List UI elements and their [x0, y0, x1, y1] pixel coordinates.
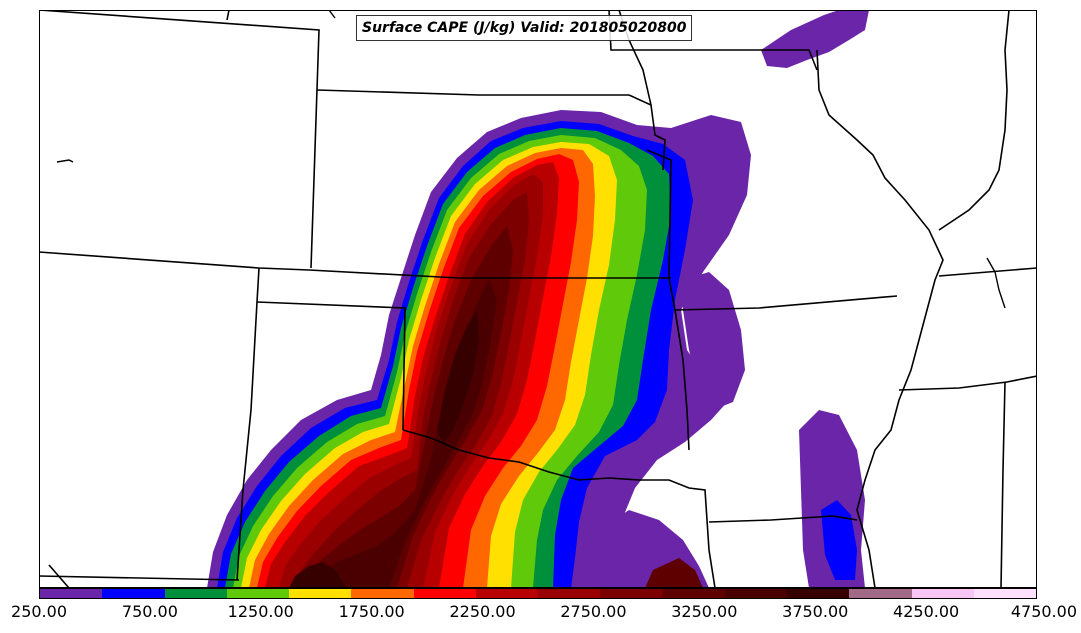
- colorbar-segment: [102, 589, 165, 598]
- state-border-ok-tx: [402, 429, 716, 588]
- lake-river-nw: [328, 10, 336, 19]
- map-title: Surface CAPE (J/kg) Valid: 201805020800: [356, 15, 693, 41]
- colorbar-tick-label: 250.00: [11, 602, 67, 621]
- state-border-sw: [48, 564, 70, 588]
- colorbar-segment: [849, 589, 912, 598]
- cape-map[interactable]: [39, 10, 1037, 588]
- colorbar-segment: [475, 589, 538, 598]
- state-border-mississippi-river: [816, 49, 944, 588]
- colorbar-segment: [911, 589, 974, 598]
- colorbar-tick-label: 2750.00: [560, 602, 627, 621]
- state-border-kansas: [39, 251, 671, 279]
- state-border-co-nm: [236, 267, 260, 581]
- colorbar-tick-label: 1750.00: [338, 602, 405, 621]
- colorbar-tick-label: 1250.00: [227, 602, 294, 621]
- state-border-tn: [898, 375, 1037, 391]
- cape-contour-3000: [315, 278, 497, 588]
- lakes: [56, 10, 1006, 309]
- cape-fill-layers: [207, 10, 869, 588]
- colorbar-segment: [226, 589, 289, 598]
- colorbar-segment: [351, 589, 414, 598]
- colorbar: [39, 588, 1037, 599]
- state-border-mo-ar: [674, 295, 898, 311]
- colorbar-segment: [289, 589, 352, 598]
- state-border-iowa-north: [608, 10, 818, 71]
- state-border-ar-la: [708, 515, 858, 523]
- colorbar-tick-label: 4250.00: [893, 602, 960, 621]
- colorbar-tick-label: 750.00: [121, 602, 178, 621]
- colorbar-segment: [40, 589, 103, 598]
- state-border-panhandle: [256, 301, 406, 431]
- colorbar-tick-label: 2250.00: [449, 602, 516, 621]
- lake-west: [56, 159, 74, 163]
- colorbar-segment: [787, 589, 850, 598]
- cape-patch-southeast-core: [645, 558, 703, 588]
- cape-patch-east-core: [821, 500, 857, 580]
- colorbar-tick-label: 3750.00: [782, 602, 849, 621]
- colorbar-segment: [164, 589, 227, 598]
- state-border-il: [938, 10, 1010, 231]
- colorbar-segment: [662, 589, 725, 598]
- state-boundaries: [39, 10, 1037, 588]
- state-border-ky: [938, 267, 1037, 277]
- colorbar-segment: [600, 589, 663, 598]
- colorbar-segment: [724, 589, 787, 598]
- colorbar-segment: [413, 589, 476, 598]
- cape-contour-2750: [305, 226, 513, 588]
- state-border-nw: [39, 10, 320, 269]
- colorbar-segment: [973, 589, 1036, 598]
- lake-east: [986, 257, 1006, 309]
- cape-patch-northeast: [761, 10, 869, 68]
- colorbar-tick-label: 3250.00: [671, 602, 738, 621]
- cape-patch-mid-east: [683, 272, 745, 410]
- state-border-south: [39, 575, 240, 581]
- state-border-ms-al: [1000, 381, 1006, 588]
- colorbar-tick-label: 4750.00: [1010, 602, 1077, 621]
- state-border-north: [226, 10, 230, 21]
- colorbar-segment: [538, 589, 601, 598]
